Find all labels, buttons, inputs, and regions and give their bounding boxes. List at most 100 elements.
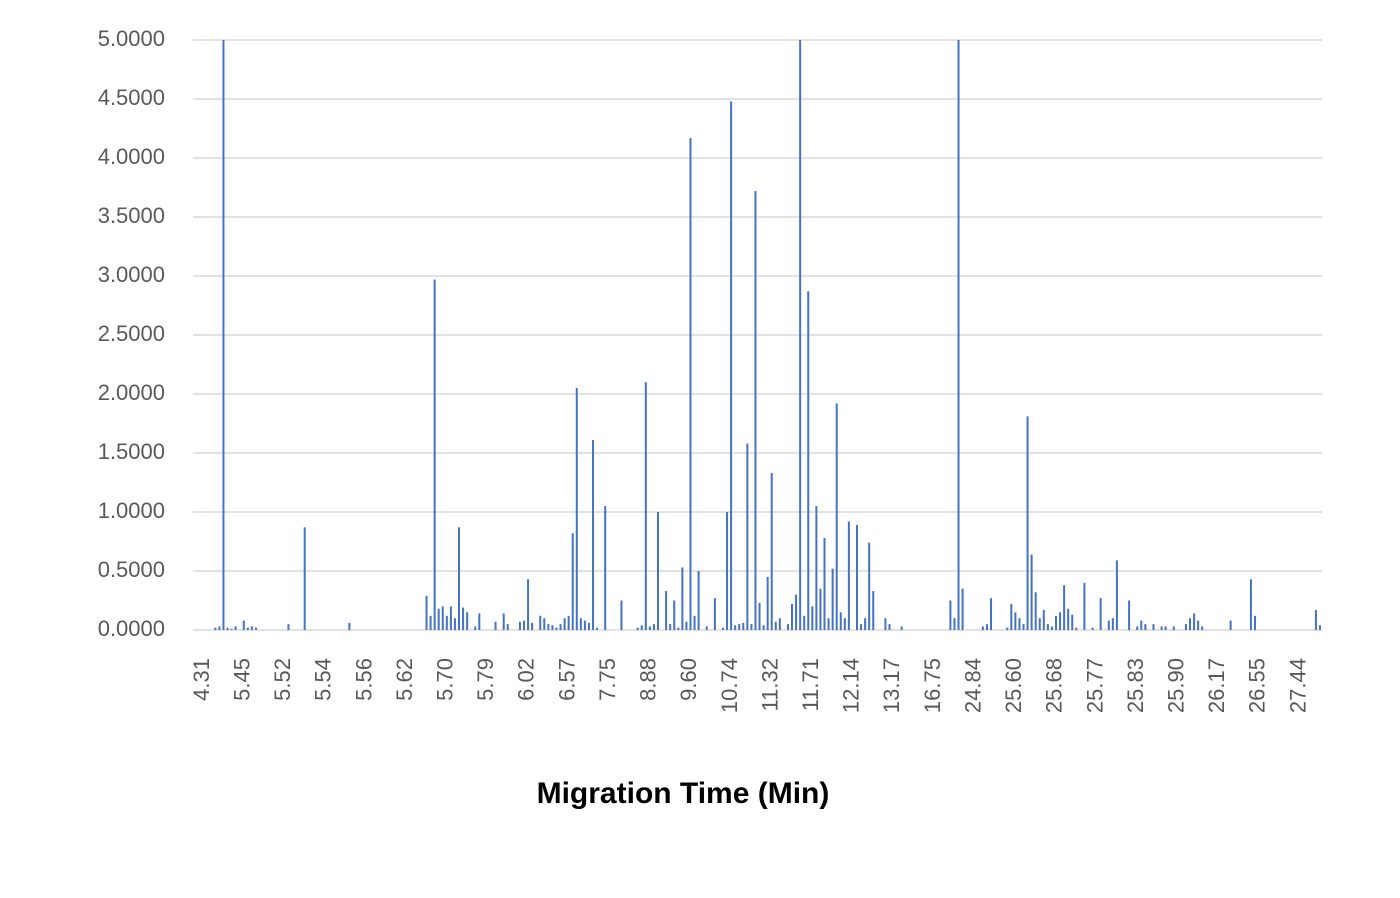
bar bbox=[214, 627, 217, 630]
bar bbox=[1075, 627, 1078, 630]
bar bbox=[657, 512, 660, 630]
bar bbox=[1014, 612, 1017, 630]
x-tick-label: 12.14 bbox=[839, 658, 864, 713]
y-tick-label: 4.5000 bbox=[98, 85, 165, 110]
x-tick-label: 6.57 bbox=[554, 658, 579, 701]
bar bbox=[502, 613, 505, 630]
bar bbox=[1042, 609, 1045, 630]
bar bbox=[827, 618, 830, 630]
bar bbox=[1193, 613, 1196, 630]
y-tick-label: 3.5000 bbox=[98, 203, 165, 228]
bar bbox=[1006, 627, 1009, 630]
bar bbox=[847, 521, 850, 630]
bar bbox=[1229, 620, 1232, 630]
bar bbox=[445, 615, 448, 630]
bar bbox=[547, 624, 550, 630]
bar bbox=[287, 624, 290, 630]
bar bbox=[478, 613, 481, 630]
x-tick-label: 25.77 bbox=[1082, 658, 1107, 713]
bar bbox=[246, 627, 249, 630]
bar bbox=[1111, 618, 1114, 630]
bar bbox=[855, 524, 858, 630]
x-tick-label: 5.45 bbox=[229, 658, 254, 701]
bar bbox=[462, 607, 465, 630]
x-tick-label: 26.55 bbox=[1245, 658, 1270, 713]
bar bbox=[746, 443, 749, 630]
bar bbox=[1152, 624, 1155, 630]
bar bbox=[522, 620, 525, 630]
bar bbox=[592, 440, 595, 630]
bar bbox=[527, 579, 530, 630]
bar bbox=[831, 568, 834, 630]
bar bbox=[868, 542, 871, 630]
bar bbox=[242, 620, 245, 630]
x-tick-label: 5.52 bbox=[270, 658, 295, 701]
y-tick-label: 0.5000 bbox=[98, 557, 165, 582]
bar bbox=[429, 615, 432, 630]
bar bbox=[981, 626, 984, 630]
bar bbox=[1164, 626, 1167, 630]
bar bbox=[543, 618, 546, 630]
bar bbox=[348, 622, 351, 630]
bar bbox=[620, 600, 623, 630]
bar bbox=[1091, 627, 1094, 630]
bar bbox=[726, 512, 729, 630]
bar bbox=[254, 627, 257, 630]
bar bbox=[437, 608, 440, 630]
bar bbox=[730, 101, 733, 631]
bar bbox=[1172, 626, 1175, 630]
bar bbox=[1022, 624, 1025, 630]
bar bbox=[778, 618, 781, 630]
bar bbox=[1140, 620, 1143, 630]
bar bbox=[441, 606, 444, 630]
x-tick-label: 11.71 bbox=[798, 658, 823, 711]
bar bbox=[1050, 626, 1053, 630]
bar bbox=[1115, 560, 1118, 630]
bar bbox=[433, 279, 436, 630]
bar bbox=[1083, 582, 1086, 630]
bar bbox=[1018, 618, 1021, 630]
x-tick-label: 7.75 bbox=[595, 658, 620, 701]
bar bbox=[1197, 620, 1200, 630]
y-tick-label: 5.0000 bbox=[98, 26, 165, 51]
bar bbox=[961, 588, 964, 630]
bar bbox=[900, 626, 903, 630]
bar bbox=[466, 612, 469, 630]
bar bbox=[474, 626, 477, 630]
bar bbox=[648, 626, 651, 630]
bar bbox=[1059, 612, 1062, 630]
bar bbox=[494, 621, 497, 630]
bar bbox=[1201, 626, 1204, 630]
bar bbox=[693, 615, 696, 630]
bar bbox=[531, 622, 534, 630]
bar bbox=[1034, 592, 1037, 630]
bar bbox=[230, 628, 233, 630]
bar bbox=[770, 473, 773, 630]
bar bbox=[1144, 624, 1147, 630]
bar bbox=[587, 622, 590, 630]
bar bbox=[884, 618, 887, 630]
bar bbox=[815, 506, 818, 630]
x-tick-label: 27.44 bbox=[1285, 658, 1310, 713]
x-tick-label: 4.31 bbox=[189, 658, 214, 701]
bar bbox=[1107, 620, 1110, 630]
bar bbox=[1128, 600, 1131, 630]
bar bbox=[758, 602, 761, 630]
bar bbox=[1184, 624, 1187, 630]
bar bbox=[1249, 579, 1252, 630]
bar bbox=[872, 591, 875, 630]
bar bbox=[1136, 626, 1139, 630]
bar bbox=[839, 612, 842, 630]
bar bbox=[449, 606, 452, 630]
bar bbox=[1046, 624, 1049, 630]
bar bbox=[835, 403, 838, 630]
y-tick-label: 4.0000 bbox=[98, 144, 165, 169]
bar bbox=[453, 618, 456, 630]
bar bbox=[1071, 614, 1074, 630]
bar bbox=[864, 618, 867, 630]
bar bbox=[604, 506, 607, 630]
x-tick-label: 5.54 bbox=[311, 658, 336, 701]
x-tick-label: 25.83 bbox=[1123, 658, 1148, 713]
y-tick-label: 1.5000 bbox=[98, 439, 165, 464]
bar bbox=[669, 624, 672, 630]
